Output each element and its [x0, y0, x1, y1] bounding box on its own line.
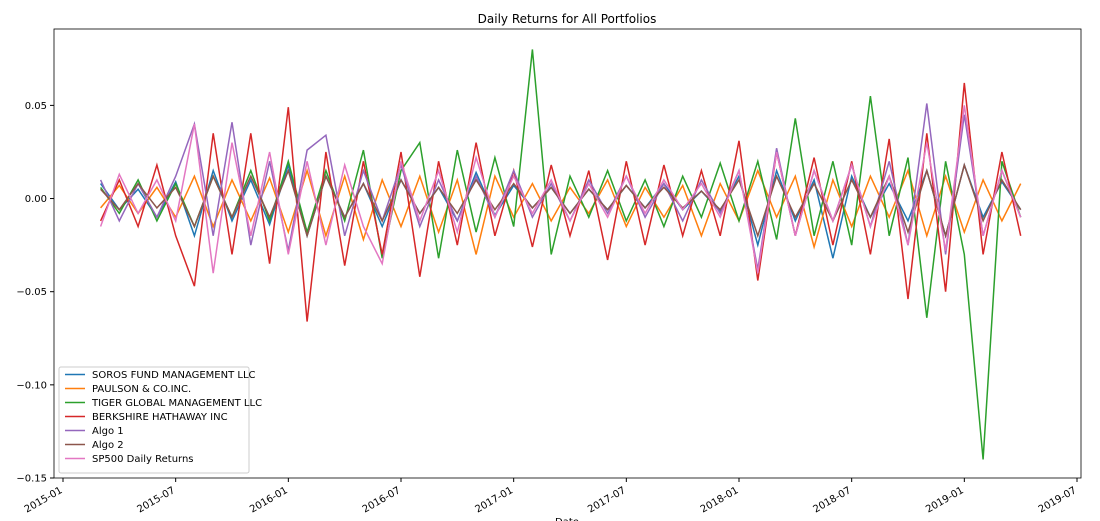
series-line — [99, 103, 1022, 270]
series-line — [99, 105, 1022, 274]
x-tick-label: 2019-07 — [1037, 485, 1079, 515]
legend: SOROS FUND MANAGEMENT LLC PAULSON & CO.IN… — [58, 366, 262, 474]
x-tick-label: 2016-01 — [248, 485, 290, 515]
x-tick-label: 2015-01 — [23, 485, 65, 515]
x-tick-label: 2016-07 — [361, 485, 403, 515]
legend-label: SP500 Daily Returns — [92, 454, 194, 465]
x-axis-label: Date — [555, 517, 579, 521]
x-tick-label: 2019-01 — [924, 485, 966, 515]
legend-label: Algo 1 — [92, 426, 124, 437]
chart-title: Daily Returns for All Portfolios — [478, 12, 657, 26]
x-tick-label: 2017-01 — [473, 485, 515, 515]
x-tick-label: 2018-07 — [811, 485, 853, 515]
y-tick-label: 0.00 — [25, 194, 47, 205]
y-tick-label: 0.05 — [25, 101, 47, 112]
legend-label: SOROS FUND MANAGEMENT LLC — [92, 370, 256, 381]
x-tick-label: 2018-01 — [699, 485, 741, 515]
series-line — [100, 167, 1022, 255]
y-tick-label: −0.10 — [16, 380, 47, 391]
series-line — [99, 49, 1022, 460]
legend-label: PAULSON & CO.INC. — [92, 384, 191, 395]
legend-label: BERKSHIRE HATHAWAY INC — [92, 412, 228, 423]
legend-label: TIGER GLOBAL MANAGEMENT LLC — [91, 398, 262, 409]
x-tick-label: 2017-07 — [586, 485, 628, 515]
legend-label: Algo 2 — [92, 440, 124, 451]
x-tick-label: 2015-07 — [135, 485, 177, 515]
legend-box — [58, 366, 250, 474]
plot-frame — [53, 28, 1082, 479]
y-tick-label: −0.05 — [16, 287, 47, 298]
y-tick-label: −0.15 — [16, 474, 47, 485]
